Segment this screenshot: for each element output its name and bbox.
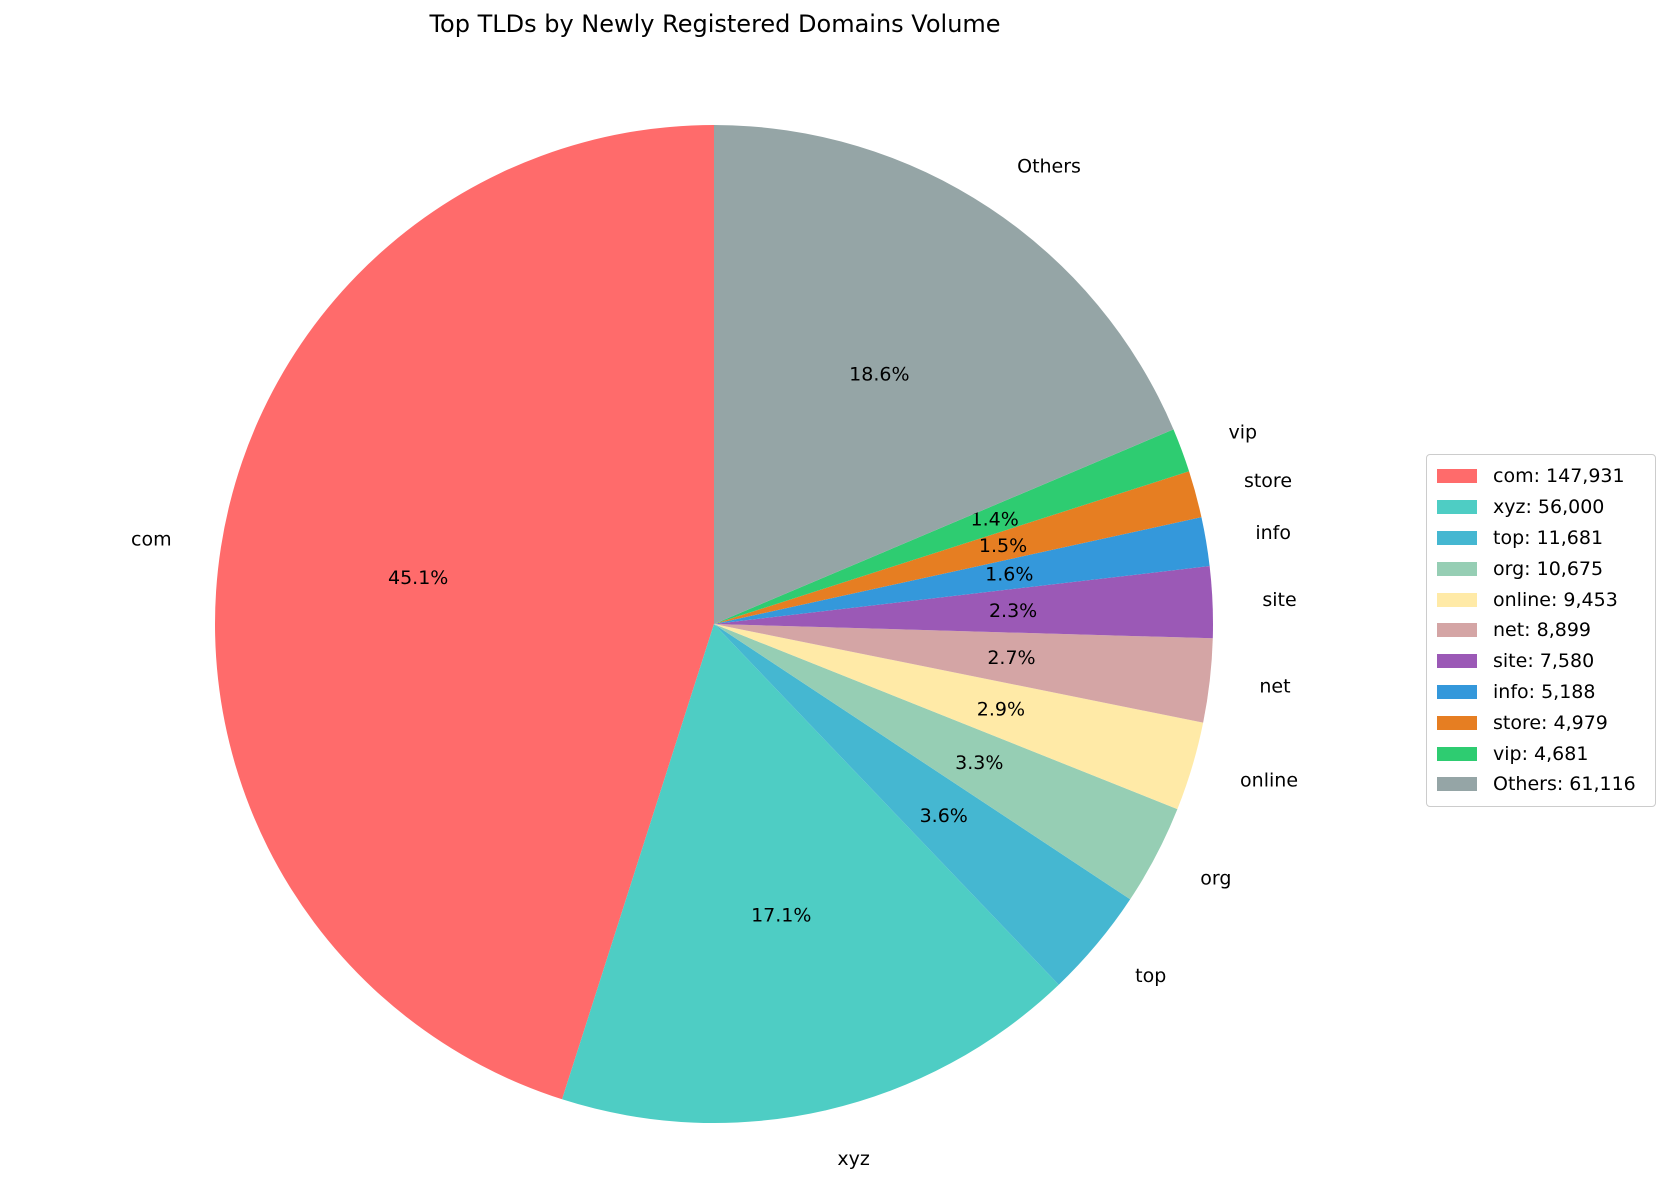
slice-label-store: store bbox=[1244, 470, 1292, 492]
chart-title: Top TLDs by Newly Registered Domains Vol… bbox=[429, 10, 1001, 38]
pct-label-org: 3.3% bbox=[955, 752, 1003, 774]
slice-label-net: net bbox=[1259, 675, 1290, 697]
slice-label-top: top bbox=[1135, 965, 1166, 987]
legend-swatch bbox=[1437, 561, 1477, 576]
legend-item-vip: vip: 4,681 bbox=[1437, 738, 1645, 769]
pct-label-online: 2.9% bbox=[977, 698, 1025, 720]
legend-item-others: Others: 61,116 bbox=[1437, 769, 1645, 800]
legend-item-net: net: 8,899 bbox=[1437, 615, 1645, 646]
pct-label-top: 3.6% bbox=[920, 805, 968, 827]
legend-swatch bbox=[1437, 654, 1477, 669]
legend-swatch bbox=[1437, 777, 1477, 792]
pie-slice-site bbox=[714, 566, 1213, 639]
legend-label: Others: 61,116 bbox=[1493, 773, 1636, 796]
legend-label: xyz: 56,000 bbox=[1493, 496, 1605, 519]
pct-label-site: 2.3% bbox=[989, 600, 1037, 622]
legend-swatch bbox=[1437, 592, 1477, 607]
pie-slice-net bbox=[714, 624, 1213, 723]
pct-label-xyz: 17.1% bbox=[751, 905, 811, 927]
pct-label-info: 1.6% bbox=[985, 563, 1033, 585]
legend-item-store: store: 4,979 bbox=[1437, 707, 1645, 738]
pie-slice-info bbox=[714, 517, 1210, 624]
legend-item-info: info: 5,188 bbox=[1437, 677, 1645, 708]
pie-slice-top bbox=[714, 624, 1131, 985]
legend-item-org: org: 10,675 bbox=[1437, 553, 1645, 584]
pie-slice-others bbox=[714, 125, 1174, 624]
legend-swatch bbox=[1437, 500, 1477, 515]
legend-item-online: online: 9,453 bbox=[1437, 584, 1645, 615]
legend: com: 147,931 xyz: 56,000 top: 11,681 org: 1… bbox=[1426, 454, 1656, 807]
pct-label-net: 2.7% bbox=[987, 647, 1035, 669]
pie-slice-vip bbox=[714, 429, 1190, 624]
legend-label: store: 4,979 bbox=[1493, 711, 1608, 734]
legend-label: site: 7,580 bbox=[1493, 650, 1595, 673]
pie-slice-org bbox=[714, 624, 1178, 900]
pie-slice-xyz bbox=[562, 624, 1059, 1123]
slice-label-vip: vip bbox=[1229, 422, 1258, 444]
slice-label-online: online bbox=[1240, 770, 1298, 792]
legend-swatch bbox=[1437, 623, 1477, 638]
legend-item-site: site: 7,580 bbox=[1437, 646, 1645, 677]
legend-swatch bbox=[1437, 530, 1477, 545]
legend-label: com: 147,931 bbox=[1493, 465, 1625, 488]
legend-swatch bbox=[1437, 469, 1477, 484]
slice-label-others: Others bbox=[1017, 155, 1081, 177]
legend-label: net: 8,899 bbox=[1493, 619, 1592, 642]
slice-label-site: site bbox=[1262, 589, 1296, 611]
legend-label: online: 9,453 bbox=[1493, 588, 1618, 611]
pct-label-com: 45.1% bbox=[388, 567, 448, 589]
legend-item-xyz: xyz: 56,000 bbox=[1437, 492, 1645, 523]
legend-label: org: 10,675 bbox=[1493, 557, 1604, 580]
legend-item-top: top: 11,681 bbox=[1437, 523, 1645, 554]
slice-label-info: info bbox=[1255, 522, 1291, 544]
legend-label: info: 5,188 bbox=[1493, 680, 1596, 703]
slice-label-xyz: xyz bbox=[837, 1148, 869, 1170]
pie-slice-store bbox=[714, 471, 1202, 624]
slice-label-org: org bbox=[1200, 868, 1231, 890]
pct-label-others: 18.6% bbox=[849, 363, 909, 385]
pie-slice-com bbox=[214, 125, 714, 1100]
legend-label: top: 11,681 bbox=[1493, 526, 1604, 549]
legend-swatch bbox=[1437, 746, 1477, 761]
legend-label: vip: 4,681 bbox=[1493, 742, 1589, 765]
pct-label-store: 1.5% bbox=[979, 535, 1027, 557]
pie-slice-online bbox=[714, 624, 1204, 810]
slice-label-com: com bbox=[131, 528, 172, 550]
pct-label-vip: 1.4% bbox=[970, 509, 1018, 531]
legend-item-com: com: 147,931 bbox=[1437, 461, 1645, 492]
legend-swatch bbox=[1437, 715, 1477, 730]
legend-swatch bbox=[1437, 684, 1477, 699]
